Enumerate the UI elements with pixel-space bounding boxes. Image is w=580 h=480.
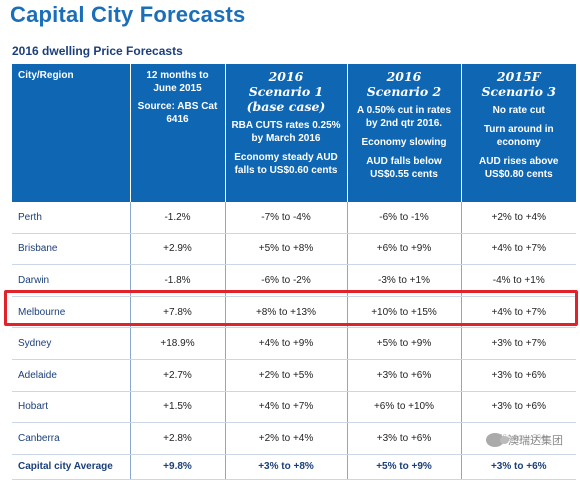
city-cell: Brisbane xyxy=(12,233,131,266)
past-cell: +18.9% xyxy=(130,327,226,360)
s2-cell: +6% to +9% xyxy=(347,233,462,266)
past-cell: +9.8% xyxy=(130,454,226,480)
s2-cell: +6% to +10% xyxy=(347,391,462,424)
table-header-row: City/Region 12 months to June 2015 Sourc… xyxy=(12,64,576,202)
s3-cell: +3% to +6% xyxy=(461,359,576,392)
scenario-1-title: Scenario 1 xyxy=(248,84,324,99)
s3-cell: +3% to +6% xyxy=(461,391,576,424)
forecast-table: City/Region 12 months to June 2015 Sourc… xyxy=(12,64,576,480)
past-cell: +1.5% xyxy=(130,391,226,424)
s2-cell: +3% to +6% xyxy=(347,422,462,455)
watermark: 澳瑞达集团 xyxy=(483,431,566,449)
table-row: Sydney +18.9% +4% to +9% +5% to +9% +3% … xyxy=(12,327,576,360)
header-scenario-2: 2016 Scenario 2 A 0.50% cut in rates by … xyxy=(347,64,462,202)
melbourne-highlight-box xyxy=(4,290,578,326)
city-cell: Canberra xyxy=(12,422,131,455)
past-cell: -1.2% xyxy=(130,202,226,234)
scenario-1-note: Economy steady AUD falls to US$0.60 cent… xyxy=(234,152,338,176)
scenario-2-note: Economy slowing xyxy=(361,137,447,148)
header-12-months-source: Source: ABS Cat 6416 xyxy=(137,101,218,125)
city-cell: Capital city Average xyxy=(12,454,131,480)
s1-cell: +2% to +4% xyxy=(225,422,348,455)
s1-cell: +4% to +9% xyxy=(225,327,348,360)
s2-cell: +5% to +9% xyxy=(347,454,462,480)
table-row: Canberra +2.8% +2% to +4% +3% to +6% +4%… xyxy=(12,422,576,455)
table-subtitle: 2016 dwelling Price Forecasts xyxy=(12,44,183,58)
header-scenario-3: 2015F Scenario 3 No rate cut Turn around… xyxy=(461,64,576,202)
scenario-3-title: Scenario 3 xyxy=(481,84,557,99)
scenario-3-note: Turn around in economy xyxy=(483,124,554,148)
table-row: Adelaide +2.7% +2% to +5% +3% to +6% +3%… xyxy=(12,359,576,392)
s3-cell: +4% to +7% xyxy=(461,233,576,266)
city-cell: Hobart xyxy=(12,391,131,424)
scenario-3-note: AUD rises above US$0.80 cents xyxy=(479,156,559,180)
s1-cell: +5% to +8% xyxy=(225,233,348,266)
city-cell: Perth xyxy=(12,202,131,234)
header-city-region: City/Region xyxy=(12,64,131,202)
past-cell: +2.7% xyxy=(130,359,226,392)
city-cell: Sydney xyxy=(12,327,131,360)
s2-cell: +3% to +6% xyxy=(347,359,462,392)
watermark-text: 澳瑞达集团 xyxy=(508,435,563,447)
s1-cell: -7% to -4% xyxy=(225,202,348,234)
scenario-1-note: RBA CUTS rates 0.25% by March 2016 xyxy=(231,120,341,144)
header-12-months-label: 12 months to June 2015 xyxy=(146,70,209,94)
scenario-2-note: A 0.50% cut in rates by 2nd qtr 2016. xyxy=(356,105,452,129)
s3-cell: +3% to +6% xyxy=(461,454,576,480)
s1-cell: +4% to +7% xyxy=(225,391,348,424)
page-title: Capital City Forecasts xyxy=(10,2,246,27)
scenario-2-title: Scenario 2 xyxy=(366,84,442,99)
table-row: Brisbane +2.9% +5% to +8% +6% to +9% +4%… xyxy=(12,233,576,266)
s2-cell: -6% to -1% xyxy=(347,202,462,234)
s1-cell: +2% to +5% xyxy=(225,359,348,392)
scenario-2-note: AUD falls below US$0.55 cents xyxy=(366,156,442,180)
past-cell: +2.8% xyxy=(130,422,226,455)
s3-cell: +3% to +7% xyxy=(461,327,576,360)
table-row: Perth -1.2% -7% to -4% -6% to -1% +2% to… xyxy=(12,202,576,234)
wechat-icon xyxy=(486,433,509,447)
s1-cell: +3% to +8% xyxy=(225,454,348,480)
city-cell: Adelaide xyxy=(12,359,131,392)
scenario-3-note: No rate cut xyxy=(492,105,545,116)
past-cell: +2.9% xyxy=(130,233,226,266)
scenario-3-year: 2015F xyxy=(496,69,541,84)
scenario-1-paren: (base case) xyxy=(246,99,326,114)
header-12-months: 12 months to June 2015 Source: ABS Cat 6… xyxy=(130,64,226,202)
s3-cell: +2% to +4% xyxy=(461,202,576,234)
scenario-1-year: 2016 xyxy=(268,69,304,84)
scenario-2-year: 2016 xyxy=(386,69,422,84)
table-row: Hobart +1.5% +4% to +7% +6% to +10% +3% … xyxy=(12,391,576,424)
s2-cell: +5% to +9% xyxy=(347,327,462,360)
header-scenario-1: 2016 Scenario 1 (base case) RBA CUTS rat… xyxy=(225,64,348,202)
table-row-average: Capital city Average +9.8% +3% to +8% +5… xyxy=(12,454,576,480)
